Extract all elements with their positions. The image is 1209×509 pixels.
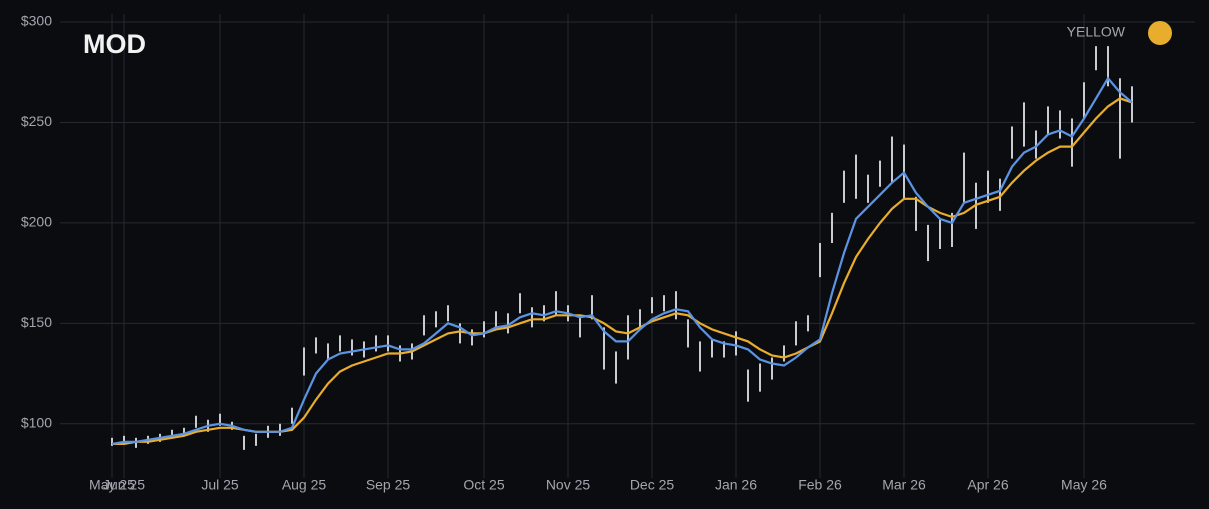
x-tick-label: Jan 26 [715, 477, 757, 493]
x-tick-label: May 25 [89, 477, 135, 493]
moving-average-line [111, 76, 1133, 445]
x-tick-label: Nov 25 [546, 477, 591, 493]
x-tick-label: Sep 25 [366, 477, 411, 493]
y-tick-label: $100 [21, 414, 52, 430]
legend-label: YELLOW [1067, 24, 1126, 40]
legend: YELLOW [1067, 21, 1172, 45]
y-tick-label: $300 [21, 13, 52, 29]
x-tick-label: Jul 25 [201, 477, 239, 493]
x-tick-label: Mar 26 [882, 477, 926, 493]
x-tick-label: Dec 25 [630, 477, 675, 493]
y-tick-label: $250 [21, 113, 52, 129]
x-tick-label: May 26 [1061, 477, 1107, 493]
chart-title: MOD [83, 29, 146, 59]
x-tick-label: Apr 26 [967, 477, 1008, 493]
x-tick-label: Feb 26 [798, 477, 842, 493]
x-tick-label: Jun 25 [103, 477, 145, 493]
y-tick-label: $200 [21, 214, 52, 230]
x-tick-label: Oct 25 [463, 477, 504, 493]
legend-swatch [1148, 21, 1172, 45]
x-tick-label: Aug 25 [282, 477, 327, 493]
y-tick-label: $150 [21, 314, 52, 330]
marks [111, 46, 1133, 450]
